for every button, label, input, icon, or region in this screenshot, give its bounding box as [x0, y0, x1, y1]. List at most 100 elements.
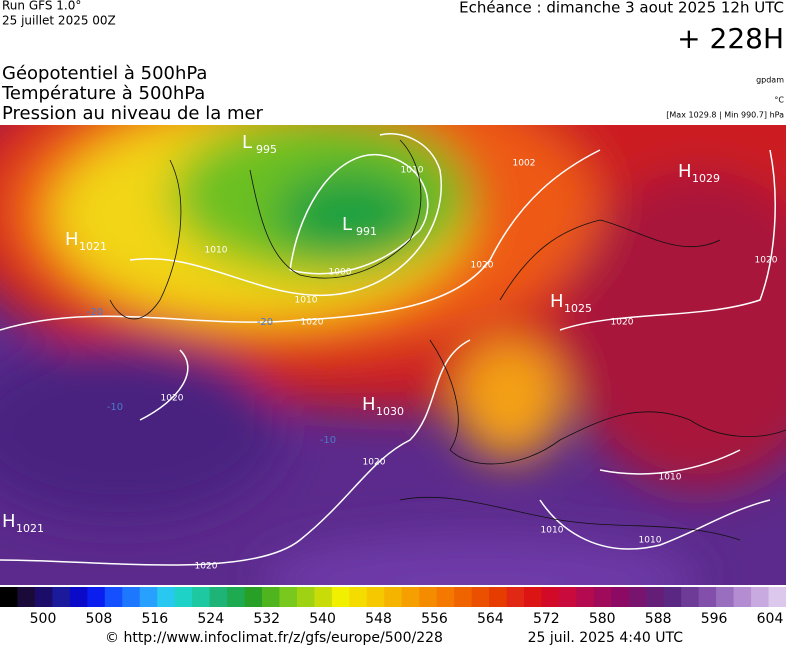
colorbar-tick-label: 500 [30, 611, 57, 627]
isobar-label: 1010 [401, 166, 424, 176]
colorbar-cell [576, 587, 595, 607]
run-label: Run GFS 1.0° [2, 0, 81, 13]
unit: [Max 1029.8 | Min 990.7] hPa [666, 111, 784, 120]
isotherm-label: -10 [320, 435, 336, 446]
lead-time: + 228H [677, 22, 784, 55]
isobar [129, 133, 442, 297]
colorbar-cell [244, 587, 263, 607]
unit: °C [774, 96, 784, 105]
colorbar-cell [279, 587, 298, 607]
colorbar-cell [17, 587, 36, 607]
pressure-center-type: H [2, 511, 16, 532]
colorbar-cell [768, 587, 786, 607]
colorbar-tick-label: 516 [141, 611, 168, 627]
colorbar-cell [227, 587, 246, 607]
colorbar-cell [157, 587, 176, 607]
layer-name: Température à 500hPa [1, 83, 205, 104]
coastline [109, 159, 182, 320]
colorbar-cell [419, 587, 438, 607]
run-date: 25 juillet 2025 00Z [2, 14, 116, 28]
colorbar-cell [401, 587, 420, 607]
colorbar-cell [541, 587, 560, 607]
isobar-label: 1020 [301, 318, 324, 328]
isobar [0, 149, 601, 331]
coastline [249, 139, 422, 279]
colorbar-cell [331, 587, 350, 607]
colorbar-tick-label: 588 [645, 611, 672, 627]
colorbar-cell [454, 587, 473, 607]
colorbar-cell [0, 587, 18, 607]
footer-date: 25 juil. 2025 4:40 UTC [528, 630, 684, 646]
isobar [289, 154, 429, 275]
isotherm-label: -20 [257, 317, 273, 328]
colorbar: 500 508 516 524 532 540 548 556 564 572 580 588 596 6… [0, 587, 786, 627]
colorbar-cell [366, 587, 385, 607]
colorbar-tick-label: 596 [701, 611, 728, 627]
colorbar-tick-label: 548 [365, 611, 392, 627]
pressure-center-type: L [342, 214, 352, 235]
colorbar-cell [104, 587, 123, 607]
pressure-center-type: H [362, 394, 376, 415]
colorbar-cell [349, 587, 368, 607]
colorbar-cell [174, 587, 193, 607]
layer-name: Géopotentiel à 500hPa [2, 63, 207, 84]
pressure-center-type: H [550, 291, 564, 312]
isobar-label: 1020 [195, 562, 218, 572]
colorbar-cell [681, 587, 700, 607]
colorbar-cell [314, 587, 333, 607]
map-field [0, 125, 786, 585]
coastline [499, 219, 721, 301]
pressure-center-type: L [242, 132, 252, 153]
pressure-center-type: H [678, 161, 692, 182]
pressure-center-value: 995 [256, 143, 277, 156]
isotherm-label: -10 [107, 402, 123, 413]
colorbar-cell [384, 587, 403, 607]
colorbar-cell [506, 587, 525, 607]
colorbar-cell [751, 587, 770, 607]
colorbar-cell [716, 587, 735, 607]
isobar [559, 149, 776, 331]
unit: gpdam [756, 76, 784, 85]
isobar-label: 1010 [205, 246, 228, 256]
isobar-label: 1020 [611, 318, 634, 328]
colorbar-cell [698, 587, 717, 607]
colorbar-tick-label: 564 [477, 611, 504, 627]
colorbar-tick-label: 508 [86, 611, 113, 627]
colorbar-cell [52, 587, 71, 607]
colorbar-cell [436, 587, 455, 607]
colorbar-tick-label: 540 [309, 611, 336, 627]
isobar-label: 1002 [513, 159, 536, 169]
isobar-label: 1010 [295, 296, 318, 306]
colorbar-cell [611, 587, 630, 607]
colorbar-tick-label: 524 [197, 611, 224, 627]
echeance: Echéance : dimanche 3 aout 2025 12h UTC [459, 0, 784, 17]
colorbar-cell [489, 587, 508, 607]
pressure-center-value: 1021 [16, 522, 44, 535]
coastlines [109, 139, 786, 541]
colorbar-cell [593, 587, 612, 607]
colorbar-cell [262, 587, 280, 607]
isobar [0, 339, 471, 566]
colorbar-cell [733, 587, 752, 607]
colorbar-cell [87, 587, 106, 607]
footer-url: © http://www.infoclimat.fr/z/gfs/europe/… [105, 630, 443, 646]
colorbar-cell [69, 587, 88, 607]
colorbar-tick-label: 580 [589, 611, 616, 627]
isobar-label: 1020 [161, 394, 184, 404]
layer-name: Pression au niveau de la mer [2, 103, 264, 124]
colorbar-cell [558, 587, 577, 607]
isobar-label: 1020 [363, 458, 386, 468]
colorbar-cell [296, 587, 315, 607]
colorbar-cell [34, 587, 53, 607]
coastline [429, 339, 786, 465]
isobar [539, 499, 771, 550]
colorbar-tick-label: 572 [533, 611, 560, 627]
isotherm-label: -20 [87, 307, 103, 318]
colorbar-tick-label: 532 [253, 611, 280, 627]
colorbar-cell [646, 587, 665, 607]
colorbar-cell [139, 587, 158, 607]
colorbar-cell [192, 587, 211, 607]
colorbar-cell [209, 587, 228, 607]
colorbar-cell [663, 587, 682, 607]
